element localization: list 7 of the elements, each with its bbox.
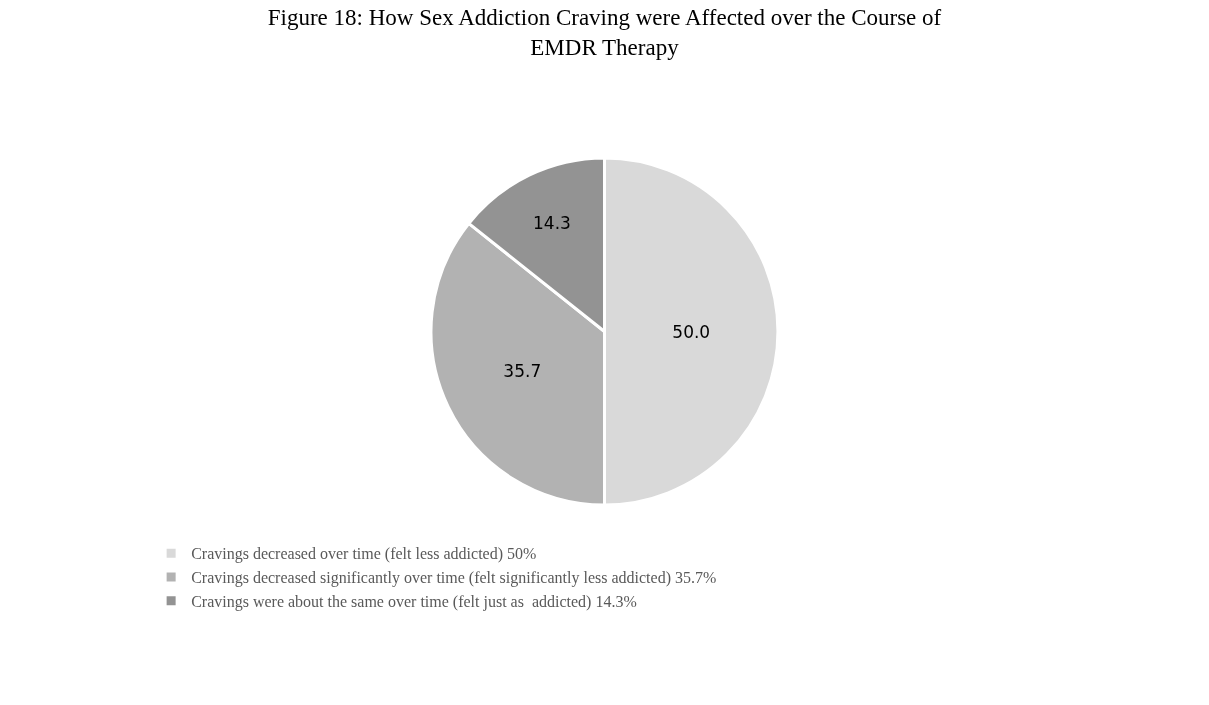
chart-title: Figure 18: How Sex Addiction Craving were Affected over the Course of EMDR Therapy bbox=[267, 4, 942, 60]
data-label: 50.0 bbox=[672, 321, 711, 342]
legend-label: Cravings were about the same over time (felt just as addicted) 14.3% bbox=[191, 592, 637, 611]
data-label: 35.7 bbox=[503, 361, 542, 382]
data-label: 14.3 bbox=[533, 212, 571, 233]
legend-label: Cravings decreased over time (felt less addicted) 50% bbox=[191, 545, 537, 564]
legend-label: Cravings decreased significantly over time (felt significantly less addicted) 35.7% bbox=[191, 569, 717, 588]
